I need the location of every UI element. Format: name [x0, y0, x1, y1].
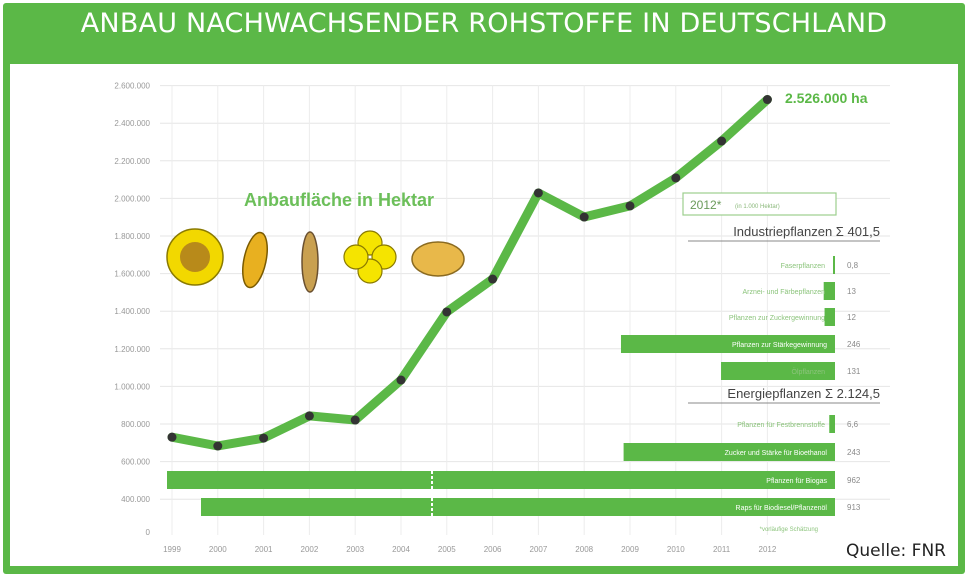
y-tick-label: 800.000 — [121, 420, 150, 429]
inset-header-box — [682, 192, 837, 216]
inset-unit: (in 1.000 Hektar) — [735, 204, 780, 210]
inset-bar-label: Zucker und Stärke für Bioethanol — [725, 450, 828, 457]
inset-bar-value: 13 — [847, 287, 856, 296]
inset-bar-label: Arznei- und Färbepflanzen — [743, 289, 826, 296]
inset-bar-label: Pflanzen zur Stärkegewinnung — [732, 342, 827, 349]
inset-bar-value: 962 — [847, 476, 861, 485]
data-point — [350, 415, 360, 425]
data-point — [442, 307, 452, 317]
end-value-label: 2.526.000 ha — [785, 90, 868, 106]
inset-bar-value: 6,6 — [847, 420, 859, 429]
inset-bar — [721, 362, 835, 380]
inset-bar-label: Faserpflanzen — [781, 263, 825, 270]
data-point — [579, 212, 589, 222]
y-tick-label: 1.600.000 — [114, 270, 150, 279]
x-tick-label: 2003 — [346, 545, 364, 554]
y-tick-label: 0 — [146, 528, 151, 537]
y-tick-label: 1.400.000 — [114, 307, 150, 316]
x-tick-label: 2010 — [667, 545, 685, 554]
inset-bar-label: Raps für Biodiesel/Pflanzenöl — [736, 505, 828, 512]
data-point — [396, 375, 406, 385]
x-tick-label: 2008 — [575, 545, 593, 554]
series-line — [167, 95, 772, 451]
inset-bar-value: 246 — [847, 340, 861, 349]
wheat-icon — [301, 231, 319, 293]
group-heading: Industriepflanzen Σ 401,5 — [733, 224, 880, 239]
inset-footnote: *vorläufige Schätzung — [760, 527, 818, 533]
x-tick-label: 2004 — [392, 545, 410, 554]
data-point — [625, 201, 635, 211]
inset-bar-label: Pflanzen für Festbrennstoffe — [737, 422, 825, 429]
corn-icon — [242, 231, 268, 289]
x-tick-label: 2011 — [713, 545, 731, 554]
data-point — [533, 188, 543, 198]
inset-bar-label: Ölpflanzen — [792, 368, 826, 376]
potato-icon — [411, 241, 465, 277]
inset-bar — [167, 471, 835, 489]
x-tick-label: 1999 — [163, 545, 181, 554]
inset-bar — [620, 335, 835, 353]
inset-bar — [824, 308, 835, 326]
data-point — [488, 274, 498, 284]
inset-bar-value: 0,8 — [847, 261, 859, 270]
x-tick-label: 2009 — [621, 545, 639, 554]
data-point — [167, 432, 177, 442]
inset-bar — [833, 256, 835, 274]
inset-bar — [201, 498, 835, 516]
y-tick-label: 2.200.000 — [114, 157, 150, 166]
y-tick-label: 2.400.000 — [114, 119, 150, 128]
y-tick-label: 2.000.000 — [114, 194, 150, 203]
data-point — [717, 136, 727, 146]
inset-bar — [623, 443, 835, 461]
inset-bar-value: 12 — [847, 313, 856, 322]
source-label: Quelle: FNR — [846, 541, 946, 561]
inset-bar-value: 913 — [847, 503, 861, 512]
inset-bar-value: 131 — [847, 367, 861, 376]
x-tick-label: 2006 — [484, 545, 502, 554]
data-point — [259, 433, 269, 443]
inset-bar-value: 243 — [847, 448, 861, 457]
x-tick-label: 2001 — [255, 545, 273, 554]
y-tick-label: 1.800.000 — [114, 232, 150, 241]
data-point — [213, 441, 223, 451]
page-title: ANBAU NACHWACHSENDER ROHSTOFFE IN DEUTSC… — [80, 8, 888, 39]
y-tick-label: 600.000 — [121, 458, 150, 467]
y-tick-label: 2.600.000 — [114, 82, 150, 91]
y-tick-label: 1.200.000 — [114, 345, 150, 354]
data-point — [304, 411, 314, 421]
inset-bar-label: Pflanzen zur Zuckergewinnung — [729, 315, 825, 322]
chart-subtitle: Anbaufläche in Hektar — [244, 190, 434, 210]
inset-bar-label: Pflanzen für Biogas — [766, 478, 827, 485]
inset-header: 2012* — [690, 198, 722, 212]
x-tick-label: 2012 — [759, 545, 777, 554]
y-tick-label: 400.000 — [121, 495, 150, 504]
inset-bar — [823, 282, 835, 300]
inset-bar — [829, 415, 835, 433]
x-tick-label: 2007 — [530, 545, 548, 554]
group-heading: Energiepflanzen Σ 2.124,5 — [727, 386, 880, 401]
x-tick-label: 2005 — [438, 545, 456, 554]
rapeseed-flower-icon — [343, 244, 369, 270]
y-tick-label: 1.000.000 — [114, 382, 150, 391]
x-tick-label: 2000 — [209, 545, 227, 554]
data-point — [762, 95, 772, 105]
data-point — [671, 173, 681, 183]
sunflower-center — [180, 242, 210, 272]
x-tick-label: 2002 — [301, 545, 319, 554]
